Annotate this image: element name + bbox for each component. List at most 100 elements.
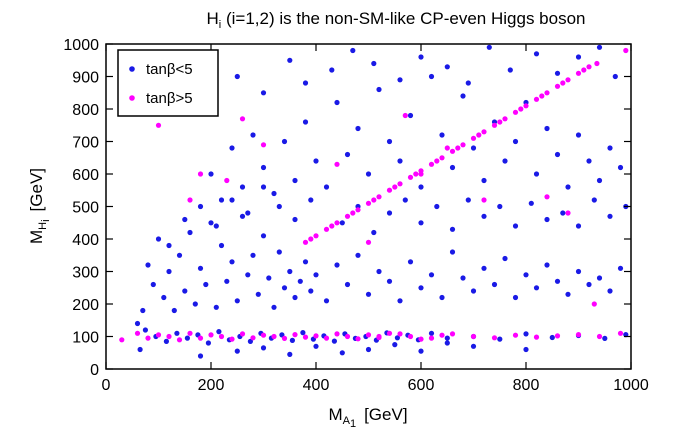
series-2-point-1 [313,233,319,239]
series-1-point-107 [329,67,335,73]
series-1-point-54 [533,285,540,291]
series-2-point-50 [197,335,204,341]
series-2-point-77 [575,332,582,338]
series-1-point-126 [418,220,424,226]
x-axis-label-subscript: A [343,415,351,427]
series-2-point-22 [533,96,540,102]
series-2-point-56 [260,332,267,338]
series-2-point-13 [439,155,445,161]
series-2-point-38 [497,119,503,125]
series-1-point-158 [331,338,337,344]
series-2-point-47 [166,333,172,340]
series-2-point-93 [565,210,571,216]
y-tick-label-1000: 1000 [63,37,99,54]
series-2-point-51 [208,332,214,338]
series-1-point-138 [607,213,613,219]
series-2-point-48 [176,337,183,343]
series-2-point-24 [554,83,561,89]
series-2-point-52 [218,333,225,340]
series-1-point-195 [245,210,251,216]
chart-title: Hi (i=1,2) is the non-SM-like CP-even Hi… [207,9,586,31]
series-1-point-104 [260,90,267,96]
series-1-point-196 [260,184,267,190]
series-1-point-5 [166,268,172,275]
series-2-point-28 [594,60,600,67]
series-2-point-98 [418,336,424,342]
series-1-point-167 [428,330,435,336]
series-1-point-91 [502,158,508,164]
series-1-point-190 [166,242,172,249]
series-1-point-94 [533,171,540,177]
series-2-point-49 [187,330,193,336]
series-1-point-193 [213,223,219,229]
series-1-point-39 [376,268,382,275]
series-1-point-47 [460,275,466,281]
series-1-point-15 [218,242,225,249]
series-1-point-28 [287,268,293,275]
series-1-point-96 [554,151,561,158]
series-2-point-27 [586,64,592,70]
y-tick-label-600: 600 [72,167,99,184]
series-1-point-181 [287,351,293,357]
series-1-point-191 [182,216,188,223]
series-1-point-102 [617,164,624,171]
x-tick-label-1000: 1000 [613,377,649,394]
series-1-point-9 [187,229,193,236]
series-2-point-0 [302,239,309,245]
series-1-point-92 [512,138,519,145]
series-2-point-94 [591,301,597,307]
y-tick-label-900: 900 [72,70,99,87]
series-1-point-106 [302,80,309,86]
series-1-point-55 [544,262,550,268]
series-1-point-135 [560,210,566,216]
chart-title-main: H [207,9,219,28]
series-1-point-11 [197,265,204,271]
series-1-point-73 [313,158,319,164]
series-1-point-117 [554,70,561,76]
series-1-point-46 [449,249,456,255]
series-2-point-84 [239,116,246,122]
series-2-point-25 [565,77,571,83]
series-1-point-154 [289,337,295,343]
series-1-point-100 [596,177,603,184]
series-2-point-87 [365,239,372,245]
series-1-point-60 [596,275,603,281]
series-2-point-15 [460,142,466,148]
series-1-point-197 [276,203,282,210]
series-1-point-67 [250,132,256,138]
series-2-point-45 [145,335,151,341]
points-layer [119,44,629,359]
series-1-point-50 [491,281,498,288]
series-1-point-176 [134,320,141,327]
series-2-point-12 [428,161,435,167]
series-1-point-112 [444,64,450,70]
series-2-point-7 [376,194,382,200]
series-2-point-39 [518,106,524,112]
series-1-point-22 [255,291,261,297]
series-2-point-37 [476,132,482,138]
x-tick-label-0: 0 [102,377,111,394]
series-1-point-111 [418,54,424,60]
series-2-point-62 [323,335,330,341]
chart-title-rest: (i=1,2) is the non-SM-like CP-even Higgs… [221,9,585,28]
series-2-point-83 [224,177,230,184]
series-1-point-74 [323,184,330,190]
series-1-point-31 [302,259,309,265]
x-axis-label-unit: [GeV] [364,405,407,424]
series-1-point-66 [239,184,246,190]
y-axis-label-unit: [GeV] [27,168,46,211]
series-2-point-23 [544,90,550,96]
y-axis-label: MHi [GeV] [27,168,52,244]
series-1-point-40 [386,278,393,284]
series-1-point-136 [575,223,582,229]
series-1-point-12 [203,281,209,288]
series-2-point-97 [397,331,403,337]
series-1-point-7 [176,252,183,258]
y-tick-label-200: 200 [72,297,99,314]
series-2-point-58 [281,335,288,341]
y-tick-label-0: 0 [90,362,99,379]
y-axis-label-subscript: H [37,222,49,230]
series-2-point-30 [329,223,335,229]
series-2-point-34 [413,171,419,177]
series-2-point-55 [250,335,256,341]
